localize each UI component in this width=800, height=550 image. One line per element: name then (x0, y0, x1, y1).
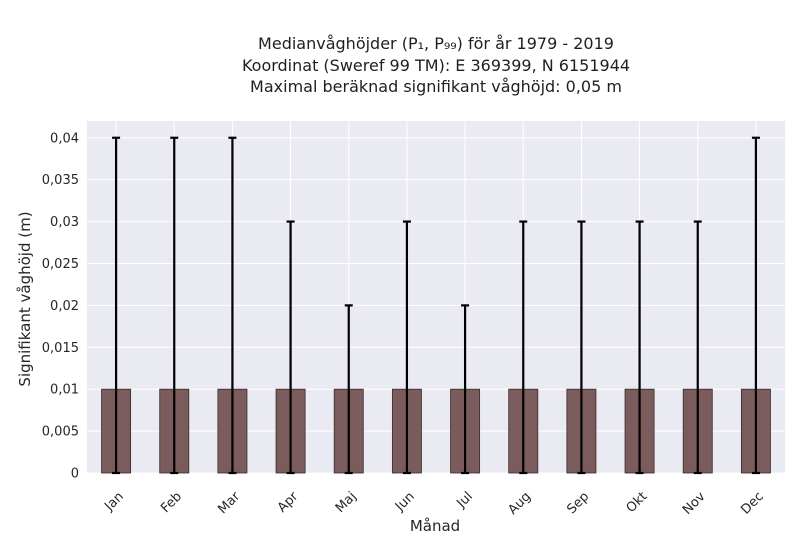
x-tick-label-jan: Jan (101, 489, 126, 514)
x-tick-label-maj: Maj (333, 489, 360, 516)
chart-title-line-1: Medianvåghöjder (P₁, P₉₉) för år 1979 - … (258, 34, 614, 53)
error-bar-jan (112, 136, 121, 475)
y-tick-label: 0,03 (50, 215, 79, 230)
x-tick-label-jun: Jun (392, 489, 418, 515)
y-tick-label: 0,035 (42, 173, 79, 188)
x-tick-label-sep: Sep (564, 489, 592, 517)
x-tick-label-apr: Apr (275, 489, 302, 516)
error-bar-okt (635, 220, 644, 475)
error-bar-maj (344, 304, 353, 475)
x-tick-label-nov: Nov (680, 489, 709, 518)
y-tick-label: 0,02 (50, 299, 79, 314)
y-tick-label: 0,025 (42, 257, 79, 272)
error-bar-jun (402, 220, 411, 475)
y-tick-label: 0,015 (42, 341, 79, 356)
x-tick-label-aug: Aug (506, 489, 535, 518)
x-tick-label-feb: Feb (158, 489, 185, 516)
error-bar-apr (286, 220, 295, 475)
x-tick-label-okt: Okt (624, 489, 651, 516)
x-tick-labels: Jan Feb Mar Apr Maj Jun Jul Aug Sep Okt Nov Dec (101, 489, 766, 518)
y-tick-label: 0,005 (42, 425, 79, 440)
y-tick-label: 0,04 (50, 131, 79, 146)
error-bar-feb (170, 136, 179, 475)
error-bar-dec (751, 136, 760, 475)
error-bar-layer (112, 136, 760, 475)
x-tick-label-jul: Jul (454, 489, 476, 511)
y-tick-label: 0,01 (50, 383, 79, 398)
chart-title-line-2: Koordinat (Sweref 99 TM): E 369399, N 61… (241, 56, 631, 75)
x-tick-label-dec: Dec (738, 489, 766, 517)
y-axis-label: Signifikant våghöjd (m) (16, 211, 34, 386)
error-bar-nov (693, 220, 702, 475)
error-bar-aug (519, 220, 528, 475)
y-tick-labels: 0 0,005 0,01 0,015 0,02 0,025 0,03 0,035 0,04 (42, 131, 79, 481)
y-tick-label: 0 (71, 467, 79, 482)
error-bar-sep (577, 220, 586, 475)
x-axis-label: Månad (410, 517, 460, 535)
x-tick-label-mar: Mar (215, 489, 243, 517)
error-bar-mar (228, 136, 237, 475)
plot-area (87, 121, 785, 473)
error-bar-jul (461, 304, 470, 475)
chart-title-line-3: Maximal beräknad signifikant våghöjd: 0,… (250, 77, 622, 96)
